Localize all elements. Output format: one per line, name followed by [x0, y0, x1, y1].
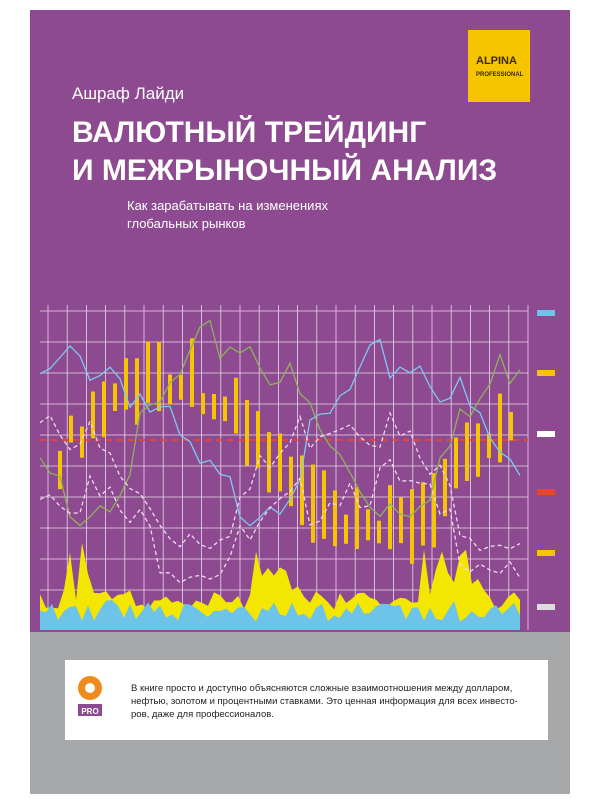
deco-legend-dash: [537, 431, 555, 437]
deco-candle: [157, 341, 161, 412]
deco-candle: [289, 456, 293, 507]
deco-legend-dash: [537, 370, 555, 376]
deco-line: [39, 319, 521, 527]
cover-top: [30, 10, 570, 632]
deco-candle: [69, 415, 73, 443]
deco-candle: [267, 432, 271, 493]
deco-candle: [278, 433, 282, 492]
badge-line: PROFESSIONAL: [476, 72, 524, 78]
deco-candle: [245, 399, 249, 466]
badge-name: ALPINA: [476, 55, 517, 67]
description-line: ров, даже для профессионалов.: [131, 709, 274, 720]
deco-candle: [443, 458, 447, 517]
deco-candle: [91, 391, 95, 439]
deco-candle: [135, 358, 139, 425]
deco-candle: [322, 470, 326, 539]
deco-line: [39, 338, 521, 527]
description-box: [65, 660, 548, 740]
deco-candle: [487, 433, 491, 458]
logo-pro-box: [78, 704, 102, 716]
deco-candle: [311, 464, 315, 543]
deco-candle: [366, 509, 370, 541]
description-line: В книге просто и доступно объясняются сл…: [131, 683, 512, 694]
deco-candle: [388, 485, 392, 550]
deco-candle: [256, 411, 260, 468]
logo-pro: PRO: [81, 707, 98, 716]
deco-candle: [58, 450, 62, 490]
deco-candle: [212, 393, 216, 420]
decorative-chart: [39, 305, 555, 630]
deco-legend-dash: [537, 604, 555, 610]
subtitle-line: глобальных рынков: [127, 216, 246, 231]
author: Ашраф Лайди: [72, 84, 184, 103]
logo-hole: [85, 683, 95, 693]
deco-candle: [465, 422, 469, 481]
deco-candle: [333, 490, 337, 547]
deco-candle: [344, 514, 348, 544]
deco-candle: [476, 423, 480, 477]
deco-candle: [179, 374, 183, 400]
publisher-badge: [468, 30, 530, 102]
deco-line: [39, 411, 521, 552]
deco-legend-dash: [537, 489, 555, 495]
subtitle-line: Как зарабатывать на изменениях: [127, 198, 328, 213]
deco-candle: [102, 381, 106, 438]
deco-candle: [234, 377, 238, 434]
deco-candle: [355, 487, 359, 549]
deco-candle: [201, 393, 205, 415]
deco-candle: [223, 396, 227, 422]
deco-candle: [190, 338, 194, 407]
deco-line: [39, 458, 521, 584]
deco-candle: [432, 473, 436, 548]
deco-legend-dash: [537, 310, 555, 316]
deco-candle: [113, 383, 117, 411]
deco-candle: [498, 393, 502, 463]
description-line: нефтью, золотом и процентными ставками. …: [131, 696, 518, 707]
deco-candle: [377, 520, 381, 544]
title-line: ВАЛЮТНЫЙ ТРЕЙДИНГ: [72, 115, 426, 149]
deco-legend-dash: [537, 550, 555, 556]
deco-candle: [410, 489, 414, 564]
deco-area: [40, 600, 520, 630]
deco-candle: [421, 482, 425, 546]
deco-candle: [399, 497, 403, 544]
deco-candle: [146, 341, 150, 403]
deco-candle: [80, 426, 84, 458]
deco-candle: [509, 411, 513, 441]
deco-candle: [454, 437, 458, 489]
title-line: И МЕЖРЫНОЧНЫЙ АНАЛИЗ: [72, 153, 497, 187]
deco-candle: [124, 358, 128, 410]
deco-candle: [168, 374, 172, 405]
